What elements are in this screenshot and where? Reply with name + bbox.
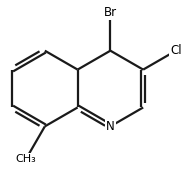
Text: Cl: Cl (170, 44, 182, 57)
Text: N: N (106, 120, 115, 133)
Text: CH₃: CH₃ (16, 154, 36, 164)
Text: Br: Br (104, 6, 117, 19)
